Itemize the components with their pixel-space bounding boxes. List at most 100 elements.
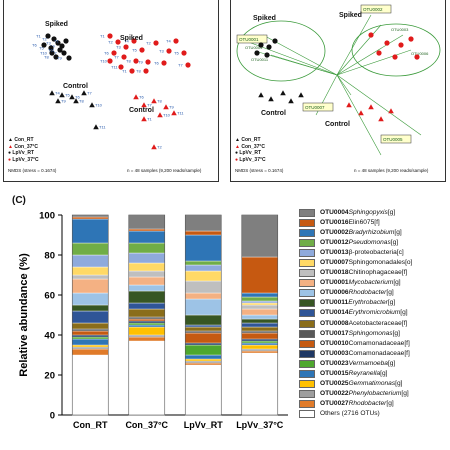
legend-swatch [299, 269, 315, 278]
otu-legend-item: OTU0016 Elin6075 [f] [299, 218, 412, 228]
otu-legend-item: OTU0012 Pseudomonas [g] [299, 238, 412, 248]
sample-point [55, 98, 61, 104]
sample-point [133, 58, 139, 64]
bar-segment [185, 260, 222, 266]
sample-point [121, 54, 127, 60]
sample-point [131, 38, 137, 44]
point-tag: T11 [48, 48, 55, 53]
sample-point [280, 90, 286, 96]
otu-id: OTU0027 [320, 399, 349, 407]
point-tag: T4 [124, 39, 129, 44]
otu-taxon: Erythromicrobium [348, 309, 401, 317]
otu-id: OTU0006 [320, 289, 349, 297]
legend-swatch [299, 339, 315, 348]
point-tag: T9 [61, 99, 66, 104]
otu-vector-label: OTU0006 [411, 51, 429, 56]
bar-segment [241, 292, 278, 298]
sample-point [368, 32, 374, 38]
bar-segment [241, 342, 278, 346]
sample-point [151, 98, 157, 104]
sample-point [139, 47, 145, 53]
point-tag: T5 [174, 51, 179, 56]
otu-vector-label: OTU0005 [383, 137, 403, 142]
sample-point [143, 68, 149, 74]
otu-rank: [g] [390, 239, 399, 247]
bar-segment [241, 318, 278, 324]
legend-swatch [299, 379, 315, 388]
point-tag: T7 [114, 55, 119, 60]
sample-point [73, 98, 79, 104]
sample-point [368, 104, 374, 110]
bar-segment [241, 308, 278, 316]
sample-point [49, 90, 55, 96]
otu-taxon: Sphingomonadales [348, 259, 406, 267]
otu-rank: [g] [401, 389, 409, 397]
point-tag: T10 [95, 103, 103, 108]
sample-point [59, 92, 65, 98]
otu-legend-item: OTU0007 Sphingomonadales [o] [299, 258, 412, 268]
otu-vector-label: OTU0004 [245, 45, 263, 50]
bar-segment [72, 322, 109, 330]
otu-vector-label-box [302, 102, 334, 112]
spiked-group-label: Spiked [253, 15, 276, 22]
y-tick-label: 20 [44, 371, 55, 382]
sample-point [254, 50, 260, 56]
spiked-ellipse [351, 23, 441, 77]
legend-swatch [299, 369, 315, 378]
sample-point [268, 96, 274, 102]
sample-point [272, 38, 278, 44]
legend-swatch [299, 239, 315, 248]
sample-point [157, 112, 163, 118]
legend-item: ● LpVv_RT [8, 150, 35, 157]
otu-rank: [f] [401, 269, 408, 277]
bar-segment [241, 352, 278, 416]
point-tag: T6 [139, 95, 144, 100]
stress-value: NMDS (stress = 0.1674) [235, 168, 284, 173]
x-tick-label: Con_RT [73, 420, 108, 430]
bar-segment [185, 234, 222, 262]
otu-vector [336, 74, 352, 96]
point-tag: T4 [166, 39, 171, 44]
sample-point [388, 108, 394, 114]
otu-legend-item: OTU0014 Erythromicrobium [g] [299, 308, 412, 318]
sample-point [51, 36, 57, 42]
otu-taxon: Acetobacteraceae [348, 319, 402, 327]
nmds-legend: ▲ Con_RT ▲ Con_37°C ● LpVv_RT ● LpVv_37°… [8, 137, 39, 163]
otu-vector [336, 34, 404, 76]
nmds-panel-a: T1T2T3T4T5T6T7T8T9T10T11T1T1T2T3T4T5T6T7… [3, 0, 219, 182]
point-tag: T3 [159, 49, 164, 54]
control-group-label: Control [261, 110, 286, 117]
bar-segment [72, 278, 109, 294]
sample-point [163, 104, 169, 110]
sample-point [107, 58, 113, 64]
bar-segment [241, 340, 278, 344]
otu-id: OTU0022 [320, 389, 349, 397]
sample-point [123, 44, 129, 50]
otu-legend-item: OTU0015 Reyranella [g] [299, 369, 412, 379]
point-tag: T6 [75, 95, 80, 100]
bar-segment [185, 332, 222, 344]
sample-point [55, 40, 61, 46]
point-tag: T6 [154, 61, 159, 66]
otu-legend-item: OTU0025 Gemmatimonas [g] [299, 379, 412, 389]
sample-point [53, 54, 59, 60]
control-group-label: Control [325, 121, 350, 128]
otu-id: OTU0011 [320, 299, 349, 307]
bar-segment [128, 336, 165, 342]
otu-id: OTU0013 [320, 249, 349, 257]
bar-segment [241, 344, 278, 350]
otu-legend-item: OTU0022 Phenylobacterium [g] [299, 389, 412, 399]
bar-segment [241, 330, 278, 334]
point-tag: T11 [177, 111, 184, 116]
point-tag: T7 [87, 91, 92, 96]
sample-point [161, 60, 167, 66]
bar-segment [185, 344, 222, 356]
sample-point [49, 50, 55, 56]
bar-segment [185, 364, 222, 416]
point-tag: T8 [157, 99, 162, 104]
point-tag: T2 [146, 41, 151, 46]
sample-point [59, 43, 65, 49]
bar-segment [128, 270, 165, 278]
otu-taxon: Comamonadaceae [348, 339, 405, 347]
sample-point [45, 33, 51, 39]
